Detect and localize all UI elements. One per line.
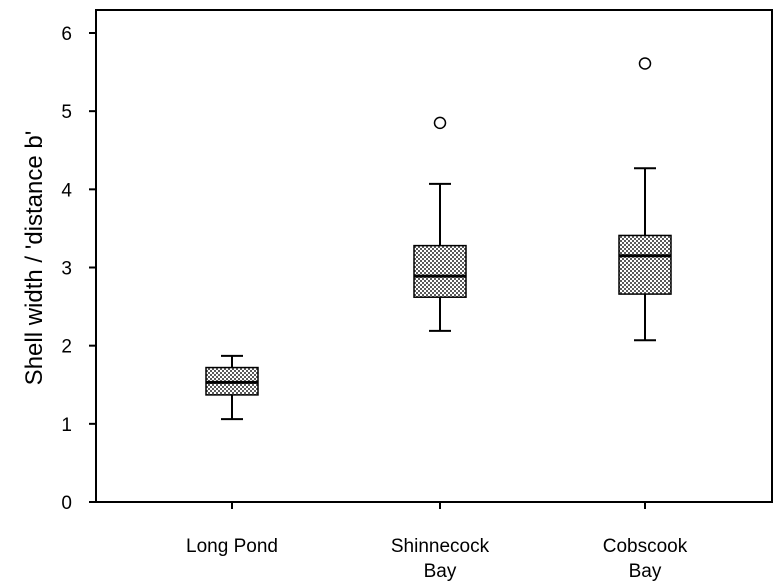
iqr-box [618,234,672,295]
boxes-group [205,57,672,421]
y-axis-label: Shell width / 'distance b' [21,131,48,386]
outlier-point [433,116,447,130]
y-tick-label: 1 [61,415,72,436]
y-tick-label: 0 [61,493,72,514]
x-category-label: Long Pond [186,536,278,557]
y-tick-label: 5 [61,102,72,123]
x-category-label: Cobscook Bay [603,536,688,582]
plot-frame [95,9,773,503]
box-1 [205,354,259,421]
y-axis: 0 1 2 3 4 5 6 [61,24,96,514]
y-tick-label: 3 [61,259,72,280]
y-tick-label: 6 [61,24,72,45]
x-axis: Long Pond Shinnecock Bay Cobscook Bay [186,502,688,582]
y-tick-label: 2 [61,337,72,358]
x-category-label: Shinnecock Bay [391,536,490,582]
iqr-box [413,244,467,298]
box-3 [618,57,672,342]
box-2 [413,116,467,332]
y-tick-label: 4 [61,180,72,201]
outlier-point [638,57,652,70]
